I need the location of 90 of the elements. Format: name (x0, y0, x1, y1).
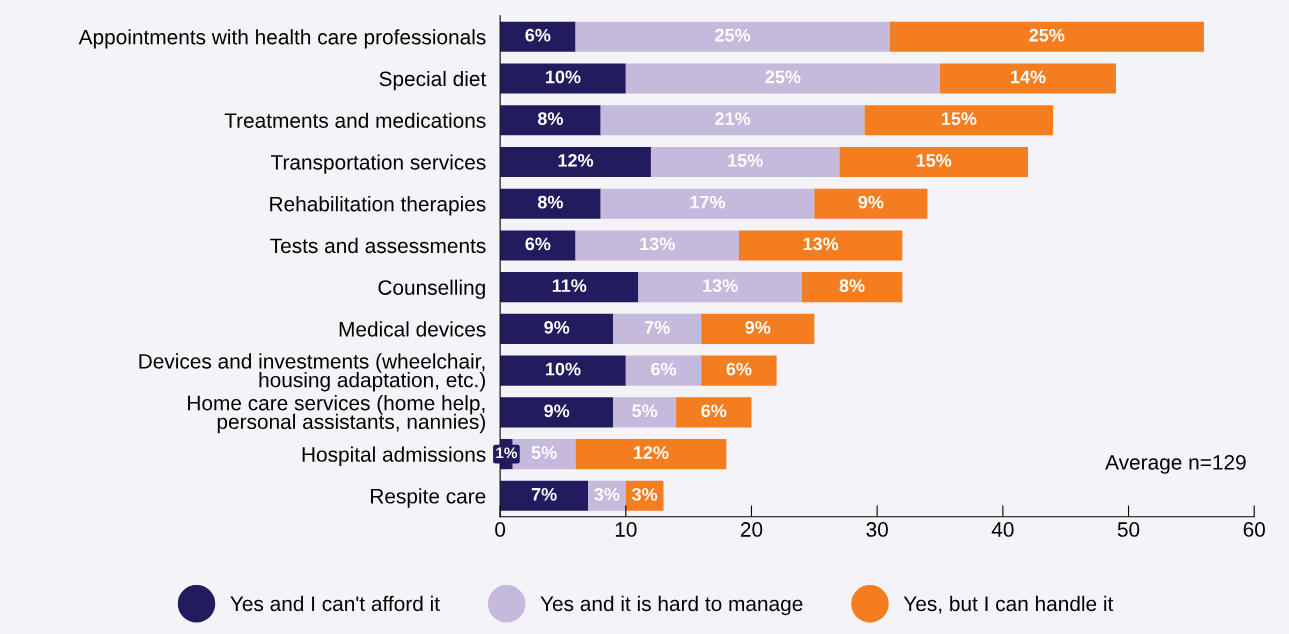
legend-label: Yes and I can't afford it (230, 595, 440, 612)
data-label: 8% (537, 195, 563, 209)
bar (701, 313, 815, 344)
data-label: 7% (644, 320, 670, 334)
bar (889, 21, 1204, 52)
bar (500, 272, 639, 303)
bar (500, 355, 626, 386)
bar (575, 21, 890, 52)
legend-label: Yes, but I can handle it (903, 595, 1114, 614)
bar (940, 63, 1116, 94)
data-label: 25% (1029, 28, 1065, 42)
data-label: 8% (537, 112, 563, 126)
bar (500, 397, 614, 428)
data-label: 8% (839, 279, 865, 292)
data-label: 21% (715, 112, 751, 126)
data-label: 6% (701, 404, 727, 418)
bar (575, 230, 739, 261)
y-tick-label: Medical devices (339, 321, 486, 337)
y-tick-label: Counselling (378, 279, 485, 300)
data-label: 9% (544, 404, 570, 418)
data-label: 3% (632, 487, 658, 501)
y-tick-label: Appointments with health care professionals (78, 29, 486, 49)
data-label: 12% (634, 446, 669, 459)
bar (738, 230, 903, 261)
bar (864, 105, 1054, 136)
y-tick-label: Home care services (home help, personal assistants, nannies) (188, 395, 485, 434)
bar (625, 355, 702, 386)
data-label: 12% (558, 154, 594, 167)
bar (500, 105, 601, 136)
y-tick-label: Devices and investments (wheelchair, housing adaptation, etc.) (139, 353, 485, 392)
bar (500, 188, 601, 219)
bar (839, 146, 1028, 177)
data-label: 6% (525, 28, 551, 42)
data-label: 13% (703, 279, 738, 293)
data-label: 9% (544, 320, 570, 334)
data-label: 13% (803, 237, 839, 251)
data-label: 14% (1011, 70, 1046, 84)
data-label: 15% (941, 112, 977, 126)
bar (500, 21, 576, 52)
bar (676, 397, 752, 428)
y-tick-label: Special diet (379, 70, 487, 91)
data-label: 6% (726, 362, 752, 376)
data-label: 11% (552, 279, 587, 292)
data-label: 5% (632, 404, 658, 418)
bar (600, 105, 865, 136)
bar (625, 63, 940, 94)
y-tick-label: Transportation services (270, 154, 486, 174)
bar (600, 188, 815, 219)
data-label: 9% (858, 195, 884, 209)
x-tick-label: 0 (495, 522, 506, 537)
x-tick-label: 60 (1243, 522, 1265, 537)
y-tick-label: Respite care (371, 488, 486, 508)
x-tick-label: 30 (866, 522, 888, 537)
data-label: 10% (546, 362, 581, 376)
x-tick-label: 10 (615, 522, 637, 537)
legend-label: Yes and it is hard to manage (540, 595, 803, 616)
bar (650, 146, 840, 177)
y-tick-label: Hospital admissions (302, 446, 486, 466)
data-label: 15% (728, 154, 763, 167)
annotation: Average n=129 (1105, 454, 1246, 474)
data-label: 6% (651, 362, 677, 376)
data-label: 6% (525, 237, 551, 251)
bar (613, 313, 702, 344)
bar (701, 355, 777, 386)
bar (814, 188, 928, 219)
bar (801, 272, 903, 303)
data-label: 17% (690, 195, 726, 209)
x-tick-label: 50 (1117, 522, 1140, 537)
data-label: 15% (916, 154, 952, 167)
data-label: 10% (546, 70, 581, 84)
bar (500, 146, 651, 177)
data-label: 9% (745, 320, 771, 334)
data-label: 7% (531, 487, 557, 501)
data-label: 13% (640, 237, 675, 251)
x-tick-label: 40 (991, 522, 1014, 537)
bar (500, 480, 589, 511)
data-label: 5% (531, 446, 557, 459)
bar (638, 272, 802, 303)
x-tick-label: 20 (740, 522, 763, 537)
bar (575, 439, 727, 470)
bar (500, 230, 576, 261)
data-label: 25% (715, 28, 751, 42)
data-label: 25% (765, 70, 801, 84)
bar (500, 313, 614, 344)
bar (500, 63, 626, 94)
y-tick-label: Treatments and medications (224, 112, 486, 128)
y-tick-label: Tests and assessments (270, 237, 486, 254)
bar (613, 397, 677, 428)
y-tick-label: Rehabilitation therapies (270, 196, 486, 216)
data-label: 3% (594, 487, 620, 501)
